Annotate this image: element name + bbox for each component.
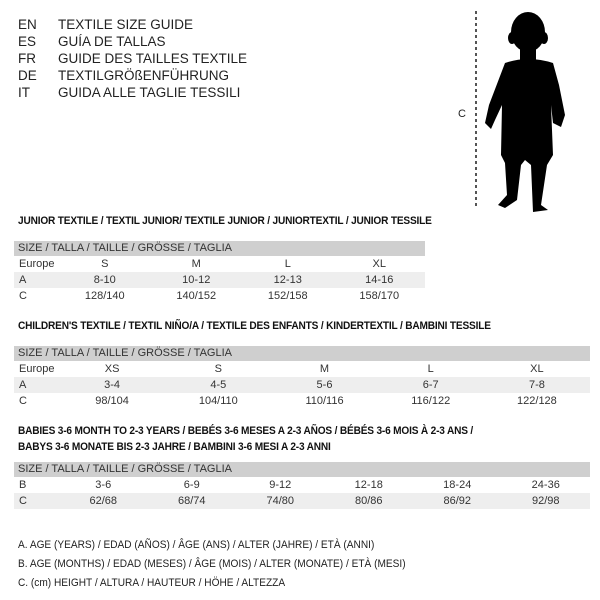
table-cell: 12-18 — [354, 479, 383, 491]
junior-size-table: SIZE / TALLA / TAILLE / GRÖSSE / TAGLIA E… — [14, 241, 425, 304]
table-cell: 86/92 — [443, 495, 472, 507]
language-title: FR GUIDE DES TAILLES TEXTILE — [18, 50, 247, 67]
table-cell: M — [191, 258, 201, 270]
table-cell: 92/98 — [531, 495, 560, 507]
table-cell: XS — [104, 363, 120, 375]
table-cell: 12-13 — [273, 274, 302, 286]
row-label: B — [19, 479, 27, 491]
language-code: FR — [18, 51, 36, 66]
size-header: SIZE / TALLA / TAILLE / GRÖSSE / TAGLIA — [14, 241, 425, 256]
size-header: SIZE / TALLA / TAILLE / GRÖSSE / TAGLIA — [14, 462, 590, 477]
table-cell: 7-8 — [528, 379, 545, 391]
table-cell: 4-5 — [210, 379, 227, 391]
table-cell: 104/110 — [198, 395, 238, 407]
language-code: DE — [18, 68, 37, 83]
guide-title: GUÍA DE TALLAS — [58, 34, 166, 49]
language-title: ES GUÍA DE TALLAS — [18, 33, 166, 50]
table-cell: 9-12 — [269, 479, 292, 491]
table-cell: 6-7 — [422, 379, 439, 391]
table-cell: 5-6 — [316, 379, 333, 391]
language-title: IT GUIDA ALLE TAGLIE TESSILI — [18, 84, 240, 101]
table-cell: 62/68 — [89, 495, 118, 507]
child-figure: C — [455, 5, 595, 215]
table-row: A 3-4 4-5 5-6 6-7 7-8 — [14, 377, 590, 393]
child-silhouette-icon — [475, 11, 565, 212]
table-cell: 122/128 — [517, 395, 557, 407]
language-title: DE TEXTILGRÖßENFÜHRUNG — [18, 67, 229, 84]
table-row: C 62/68 68/74 74/80 80/86 86/92 92/98 — [14, 493, 590, 509]
row-label: Europe — [19, 258, 55, 270]
row-label: A — [19, 274, 27, 286]
table-cell: 140/152 — [176, 290, 217, 302]
table-cell: 68/74 — [177, 495, 206, 507]
table-cell: XL — [372, 258, 386, 270]
table-cell: M — [319, 363, 330, 375]
table-cell: 18-24 — [443, 479, 472, 491]
table-cell: 10-12 — [182, 274, 211, 286]
table-cell: 116/122 — [411, 395, 451, 407]
row-label: A — [19, 379, 27, 391]
table-cell: 24-36 — [531, 479, 560, 491]
guide-title: GUIDA ALLE TAGLIE TESSILI — [58, 85, 241, 100]
row-label: C — [19, 395, 27, 407]
guide-title: TEXTILE SIZE GUIDE — [58, 17, 194, 32]
table-row: Europe S M L XL — [14, 256, 425, 272]
row-label: C — [19, 495, 27, 507]
table-cell: 6-9 — [183, 479, 200, 491]
table-cell: L — [427, 363, 434, 375]
junior-title: JUNIOR TEXTILE / TEXTIL JUNIOR/ TEXTILE … — [18, 215, 432, 227]
table-row: Europe XS S M L XL — [14, 361, 590, 377]
table-row: C 128/140 140/152 152/158 158/170 — [14, 288, 425, 304]
table-cell: 152/158 — [267, 290, 308, 302]
language-code: IT — [18, 85, 30, 100]
table-cell: 128/140 — [84, 290, 125, 302]
table-cell: 3-4 — [104, 379, 121, 391]
babies-title-line2: BABYS 3-6 MONATE BIS 2-3 JAHRE / BAMBINI… — [18, 441, 331, 453]
table-row: A 8-10 10-12 12-13 14-16 — [14, 272, 425, 288]
table-cell: 8-10 — [93, 274, 116, 286]
size-header: SIZE / TALLA / TAILLE / GRÖSSE / TAGLIA — [14, 346, 590, 361]
row-label: Europe — [19, 363, 55, 375]
table-cell: 14-16 — [365, 274, 394, 286]
row-label: C — [19, 290, 27, 302]
height-measure-label: C — [458, 108, 466, 120]
table-cell: 110/116 — [305, 395, 344, 407]
table-cell: L — [284, 258, 291, 270]
language-title: EN TEXTILE SIZE GUIDE — [18, 16, 193, 33]
legend-c: C. (cm) HEIGHT / ALTURA / HAUTEUR / HÖHE… — [18, 577, 286, 589]
legend-b: B. AGE (MONTHS) / EDAD (MESES) / ÂGE (MO… — [18, 558, 406, 570]
babies-title-line1: BABIES 3-6 MONTH TO 2-3 YEARS / BEBÉS 3-… — [18, 425, 474, 437]
table-cell: XL — [530, 363, 544, 375]
table-row: B 3-6 6-9 9-12 12-18 18-24 24-36 — [14, 477, 590, 493]
guide-title: TEXTILGRÖßENFÜHRUNG — [58, 68, 230, 83]
language-code: EN — [18, 17, 37, 32]
table-cell: S — [214, 363, 222, 375]
table-cell: S — [101, 258, 109, 270]
legend-a: A. AGE (YEARS) / EDAD (AÑOS) / ÂGE (ANS)… — [18, 539, 375, 551]
table-cell: 158/170 — [359, 290, 400, 302]
table-cell: 98/104 — [95, 395, 129, 407]
children-title: CHILDREN'S TEXTILE / TEXTIL NIÑO/A / TEX… — [18, 320, 491, 332]
table-cell: 3-6 — [95, 479, 112, 491]
children-size-table: SIZE / TALLA / TAILLE / GRÖSSE / TAGLIA E… — [14, 346, 590, 409]
table-cell: 80/86 — [354, 495, 383, 507]
table-row: C 98/104 104/110 110/116 116/122 122/128 — [14, 393, 590, 409]
babies-size-table: SIZE / TALLA / TAILLE / GRÖSSE / TAGLIA B… — [14, 462, 590, 509]
language-code: ES — [18, 34, 37, 49]
guide-title: GUIDE DES TAILLES TEXTILE — [58, 51, 248, 66]
table-cell: 74/80 — [266, 495, 295, 507]
legend: A. AGE (YEARS) / EDAD (AÑOS) / ÂGE (ANS)… — [18, 536, 406, 593]
